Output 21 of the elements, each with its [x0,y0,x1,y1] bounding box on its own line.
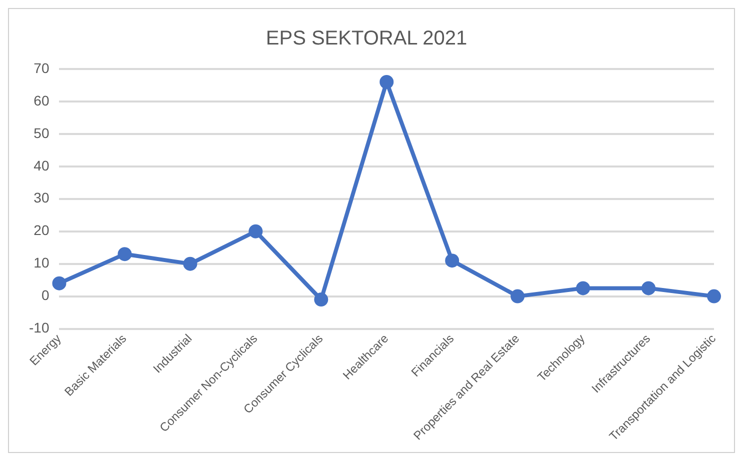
point [707,289,721,304]
point [248,224,263,238]
y-tick-label: 0 [41,287,50,304]
point [52,276,66,290]
point [642,281,656,296]
y-tick-label: 70 [34,60,50,76]
point [314,292,328,307]
y-tick-label: 40 [34,157,50,174]
point [510,289,525,304]
y-tick-label: 10 [34,254,50,271]
chart-title: EPS SEKTORAL 2021 [266,28,468,50]
y-tick-label: 50 [34,124,50,141]
y-tick-label: -10 [29,320,50,336]
point [118,247,132,262]
point [576,281,590,296]
point [183,256,198,271]
point [445,254,460,268]
point [380,74,394,89]
y-tick-label: 30 [34,190,50,206]
y-tick-label: 60 [34,92,50,108]
y-tick-label: 20 [34,222,50,238]
